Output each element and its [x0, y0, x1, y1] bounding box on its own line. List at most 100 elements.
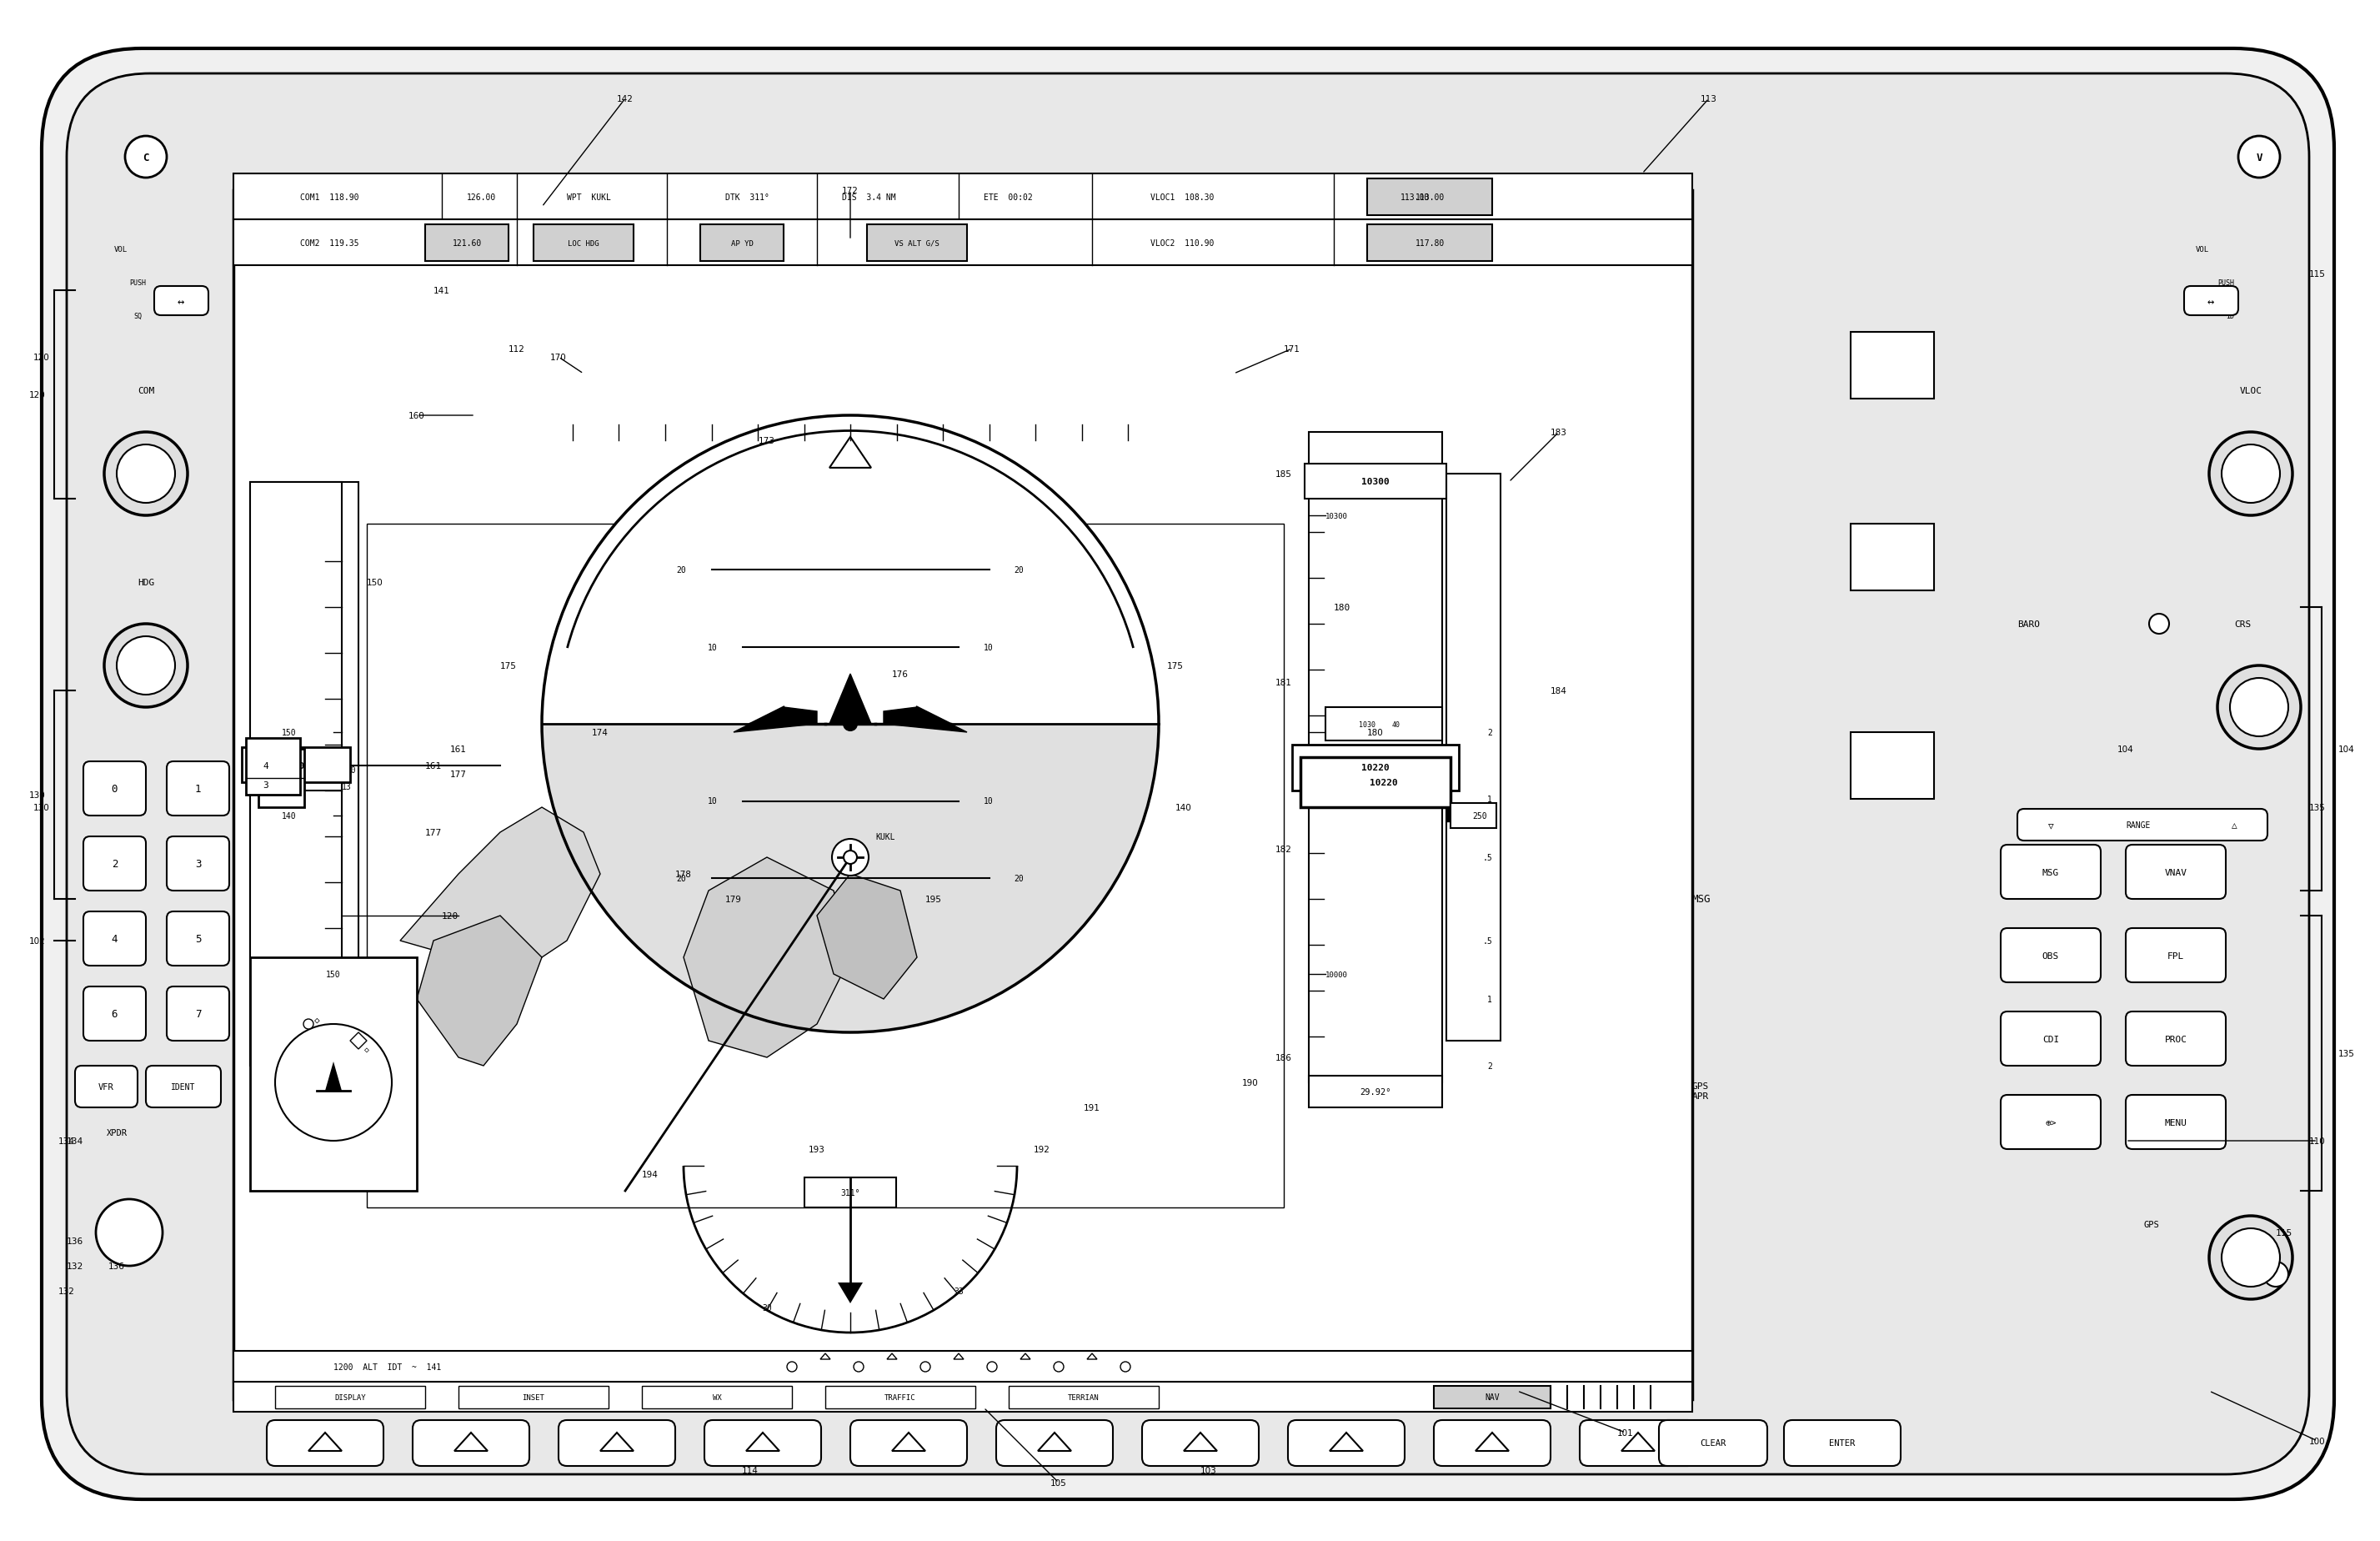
Text: CLEAR: CLEAR: [1699, 1439, 1726, 1447]
FancyBboxPatch shape: [2125, 1012, 2225, 1066]
Circle shape: [276, 1025, 393, 1140]
FancyBboxPatch shape: [2125, 1096, 2225, 1150]
Polygon shape: [831, 675, 871, 724]
Text: 20: 20: [1014, 874, 1023, 883]
Bar: [826, 1385, 976, 1408]
Text: 40: 40: [1392, 721, 1399, 727]
Text: 10300: 10300: [1361, 478, 1390, 485]
Text: ID: ID: [2225, 313, 2235, 319]
Bar: [233, 220, 1692, 267]
Text: HDG: HDG: [138, 578, 155, 587]
Text: 20: 20: [1014, 566, 1023, 575]
FancyBboxPatch shape: [2185, 287, 2237, 316]
Text: CRS: CRS: [2235, 619, 2251, 629]
Text: 33: 33: [954, 1287, 964, 1294]
Text: 150: 150: [281, 729, 295, 737]
Text: MSG: MSG: [2042, 868, 2059, 877]
Text: 103: 103: [1200, 1465, 1216, 1475]
Circle shape: [117, 445, 176, 504]
Polygon shape: [816, 874, 916, 999]
Text: 104: 104: [2118, 746, 2135, 754]
Bar: [250, 482, 359, 1066]
Text: 20: 20: [676, 874, 685, 883]
Text: 115: 115: [2275, 1228, 2292, 1237]
Text: VOL: VOL: [114, 245, 129, 253]
Text: 170: 170: [550, 353, 566, 362]
Text: 2: 2: [1488, 729, 1492, 737]
Text: 250: 250: [1473, 812, 1488, 820]
Bar: [367, 524, 1283, 1208]
Text: 113.00: 113.00: [1416, 193, 1445, 202]
Text: 176: 176: [892, 670, 909, 678]
Bar: [700, 225, 783, 262]
FancyBboxPatch shape: [167, 986, 228, 1042]
Text: 175: 175: [500, 661, 516, 670]
Bar: [250, 957, 416, 1191]
Text: 179: 179: [726, 895, 743, 903]
Text: ▽: ▽: [2047, 821, 2054, 829]
Text: 135: 135: [2309, 803, 2325, 812]
FancyBboxPatch shape: [83, 837, 145, 891]
Text: MSG: MSG: [1692, 894, 1711, 905]
Text: VLOC: VLOC: [2240, 387, 2261, 394]
Text: 120: 120: [33, 353, 50, 362]
Text: XPDR: XPDR: [107, 1128, 126, 1137]
Text: 160: 160: [409, 411, 426, 421]
Text: 101: 101: [1618, 1429, 1633, 1436]
Text: DISPLAY: DISPLAY: [336, 1393, 367, 1401]
Text: 3: 3: [269, 783, 274, 791]
Bar: [1366, 225, 1492, 262]
Text: VLOC2  110.90: VLOC2 110.90: [1150, 239, 1214, 248]
Text: V: V: [2256, 153, 2263, 163]
Text: C: C: [143, 153, 150, 163]
Text: 10: 10: [983, 643, 992, 652]
FancyBboxPatch shape: [997, 1421, 1114, 1465]
Text: 2: 2: [112, 858, 117, 869]
Text: 1200  ALT  IDT  ~  141: 1200 ALT IDT ~ 141: [333, 1362, 440, 1371]
Text: 4: 4: [112, 934, 117, 945]
Text: 135: 135: [2340, 1049, 2354, 1057]
Text: 113.00: 113.00: [1399, 193, 1430, 202]
Text: 177: 177: [426, 829, 443, 837]
Text: PROC: PROC: [2163, 1034, 2187, 1043]
Text: CDI: CDI: [2042, 1034, 2059, 1043]
Circle shape: [2209, 1216, 2292, 1299]
Text: 183: 183: [1552, 428, 1566, 436]
Text: 120: 120: [443, 912, 459, 920]
Text: 3: 3: [262, 781, 269, 789]
FancyBboxPatch shape: [2018, 809, 2268, 841]
Text: 132: 132: [60, 1287, 76, 1294]
FancyBboxPatch shape: [83, 761, 145, 815]
Text: 120: 120: [281, 979, 295, 986]
Text: VFR: VFR: [98, 1083, 114, 1091]
Text: 195: 195: [926, 895, 942, 903]
Text: 10000: 10000: [1326, 971, 1347, 979]
Text: 120: 120: [29, 391, 45, 399]
Text: 178: 178: [676, 871, 693, 878]
Text: AP YD: AP YD: [731, 239, 752, 247]
Text: VLOC1  108.30: VLOC1 108.30: [1150, 193, 1214, 202]
FancyBboxPatch shape: [1433, 1421, 1549, 1465]
Text: WX: WX: [712, 1393, 721, 1401]
Bar: [1304, 464, 1447, 499]
Text: 190: 190: [1242, 1079, 1259, 1086]
Text: 141: 141: [433, 287, 450, 294]
Text: LOC HDG: LOC HDG: [569, 239, 600, 247]
Circle shape: [988, 1362, 997, 1371]
Text: 132: 132: [67, 1262, 83, 1270]
Text: ETE  00:02: ETE 00:02: [983, 193, 1033, 202]
Bar: [1299, 758, 1449, 807]
FancyBboxPatch shape: [2002, 844, 2102, 900]
Text: PUSH: PUSH: [129, 279, 145, 287]
Text: 161: 161: [426, 761, 443, 770]
Text: 29.92°: 29.92°: [1359, 1088, 1392, 1096]
Polygon shape: [400, 807, 600, 974]
Text: .5: .5: [1483, 854, 1492, 861]
Text: 100: 100: [2309, 1436, 2325, 1445]
Text: 113: 113: [1702, 96, 1718, 103]
Text: IDENT: IDENT: [171, 1083, 195, 1091]
Text: 112: 112: [509, 345, 526, 353]
Text: 194: 194: [643, 1170, 659, 1179]
Text: 6: 6: [112, 1008, 117, 1019]
Circle shape: [1121, 1362, 1130, 1371]
